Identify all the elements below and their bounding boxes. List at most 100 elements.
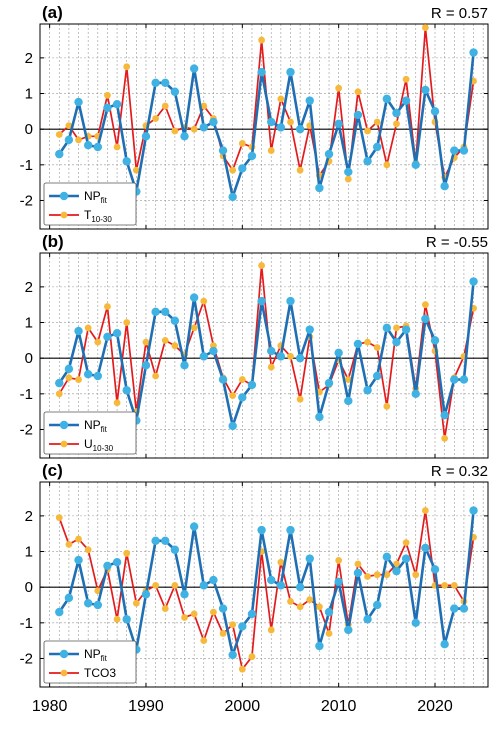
- y-tick-label: -2: [20, 421, 33, 438]
- data-point-comparison: [171, 342, 179, 350]
- data-point-comparison: [65, 374, 73, 382]
- data-point-np-fit: [122, 386, 131, 395]
- data-point-comparison: [267, 363, 275, 371]
- data-point-comparison: [190, 324, 198, 332]
- data-point-np-fit: [218, 146, 228, 155]
- data-point-np-fit: [421, 543, 430, 553]
- data-point-np-fit: [228, 650, 237, 660]
- data-point-np-fit: [83, 599, 93, 608]
- data-point-np-fit: [295, 124, 305, 134]
- data-point-comparison: [152, 115, 160, 122]
- data-point-np-fit: [324, 607, 334, 617]
- data-point-np-fit: [344, 167, 353, 177]
- data-point-comparison: [55, 131, 63, 138]
- data-point-np-fit: [141, 361, 151, 370]
- data-point-comparison: [344, 376, 352, 383]
- data-point-np-fit: [295, 582, 305, 592]
- data-point-comparison: [306, 596, 314, 604]
- data-point-np-fit: [334, 119, 343, 129]
- data-point-comparison: [200, 637, 208, 645]
- data-point-np-fit: [305, 554, 314, 563]
- data-point-comparison: [161, 102, 169, 110]
- data-point-comparison: [132, 166, 140, 174]
- y-tick-label: -1: [20, 615, 33, 632]
- data-point-np-fit: [459, 146, 469, 155]
- data-point-np-fit: [334, 577, 343, 587]
- data-point-comparison: [287, 118, 294, 126]
- data-point-comparison: [142, 338, 150, 346]
- data-point-comparison: [94, 587, 102, 595]
- data-point-np-fit: [411, 389, 420, 399]
- data-point-np-fit: [74, 555, 83, 565]
- data-point-np-fit: [122, 615, 131, 624]
- data-point-comparison: [181, 614, 188, 621]
- data-point-np-fit: [238, 622, 247, 631]
- data-point-np-fit: [430, 107, 440, 116]
- data-point-np-fit: [112, 329, 122, 338]
- data-point-comparison: [287, 598, 294, 605]
- data-point-np-fit: [469, 48, 478, 57]
- x-tick-label: 1980: [32, 698, 68, 715]
- data-point-np-fit: [189, 64, 199, 73]
- data-point-comparison: [267, 626, 275, 634]
- data-point-comparison: [55, 514, 63, 522]
- data-point-np-fit: [267, 575, 276, 585]
- y-tick-label: 1: [25, 315, 33, 332]
- data-point-np-fit: [344, 625, 353, 635]
- data-point-comparison: [75, 376, 82, 383]
- data-point-comparison: [123, 549, 131, 557]
- data-point-np-fit: [295, 353, 305, 363]
- data-point-np-fit: [74, 326, 83, 336]
- data-point-comparison: [200, 102, 208, 110]
- legend-swatch-marker: [59, 191, 69, 201]
- data-point-np-fit: [430, 336, 440, 345]
- data-point-comparison: [393, 560, 400, 568]
- correlation-label: R = -0.55: [426, 234, 488, 251]
- data-point-np-fit: [170, 545, 180, 554]
- data-point-comparison: [315, 603, 323, 611]
- data-point-comparison: [402, 539, 410, 547]
- panel-label: (b): [42, 232, 64, 251]
- data-point-comparison: [296, 395, 304, 403]
- data-point-comparison: [267, 147, 275, 154]
- data-point-comparison: [171, 581, 179, 589]
- data-point-comparison: [383, 402, 391, 410]
- data-point-np-fit: [151, 78, 160, 88]
- data-point-comparison: [200, 297, 208, 305]
- data-point-comparison: [248, 653, 256, 661]
- data-point-comparison: [65, 540, 73, 548]
- data-point-comparison: [287, 352, 294, 360]
- data-point-np-fit: [74, 97, 83, 107]
- data-point-np-fit: [103, 561, 112, 570]
- data-point-comparison: [219, 630, 227, 637]
- data-point-np-fit: [103, 103, 112, 112]
- data-point-np-fit: [382, 323, 392, 333]
- data-point-np-fit: [64, 135, 74, 145]
- data-point-np-fit: [141, 132, 151, 141]
- data-point-np-fit: [180, 361, 189, 370]
- data-point-np-fit: [161, 536, 170, 546]
- data-point-comparison: [161, 336, 169, 344]
- series-line-np-fit: [58, 281, 475, 428]
- data-point-comparison: [161, 605, 169, 612]
- data-point-comparison: [123, 63, 131, 71]
- y-tick-label: 0: [25, 121, 33, 138]
- y-tick-label: 2: [25, 508, 33, 525]
- data-point-comparison: [441, 434, 449, 442]
- y-tick-label: -1: [20, 157, 33, 174]
- data-point-np-fit: [334, 348, 343, 358]
- data-point-np-fit: [373, 371, 382, 381]
- x-tick-label: 2010: [321, 698, 357, 715]
- y-tick-label: 0: [25, 579, 33, 596]
- data-point-np-fit: [199, 123, 208, 132]
- data-point-np-fit: [170, 316, 180, 325]
- data-point-np-fit: [199, 352, 208, 361]
- data-point-np-fit: [218, 604, 228, 613]
- data-point-np-fit: [401, 96, 411, 105]
- data-point-np-fit: [450, 375, 459, 384]
- data-point-np-fit: [180, 132, 189, 141]
- data-point-comparison: [373, 118, 381, 126]
- data-point-comparison: [393, 324, 400, 332]
